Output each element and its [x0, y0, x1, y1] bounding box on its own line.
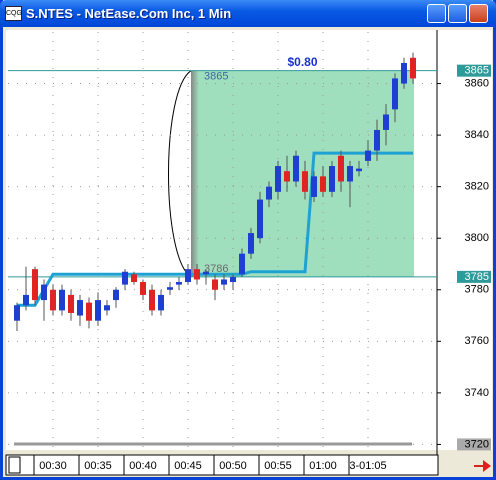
- candle-body: [50, 289, 56, 311]
- bracket: [168, 70, 192, 278]
- y-tick-label: 3800: [465, 232, 489, 244]
- candle-body: [401, 62, 407, 84]
- level-box: [457, 270, 491, 283]
- close-button[interactable]: [469, 4, 488, 23]
- candle-body: [311, 176, 317, 197]
- minimize-button[interactable]: [427, 4, 446, 23]
- candle-body: [23, 294, 29, 306]
- y-tick-label: 3740: [465, 387, 489, 399]
- maximize-button[interactable]: [448, 4, 467, 23]
- x-tick-label: 00:50: [219, 460, 247, 472]
- y-tick-label: 3760: [465, 335, 489, 347]
- zone-change: $0.80: [287, 55, 317, 69]
- candle-body: [86, 302, 92, 321]
- candle-body: [167, 287, 173, 290]
- candle-body: [212, 279, 218, 290]
- candle-body: [194, 269, 200, 280]
- y-tick-label: 3720: [465, 438, 489, 450]
- candle-body: [149, 289, 155, 311]
- x-tick-label: 3-01:05: [349, 460, 386, 472]
- y-tick-label: 3860: [465, 77, 489, 89]
- candle-body: [185, 269, 191, 283]
- candle-body: [104, 305, 110, 311]
- x-tick-label: 00:30: [39, 460, 67, 472]
- level-label: 3865: [465, 65, 489, 77]
- indicator-line: [17, 151, 413, 307]
- candle-body: [113, 289, 119, 301]
- x-tick-label: 00:40: [129, 460, 157, 472]
- candle-body: [338, 155, 344, 182]
- x-tick-label: 00:55: [264, 460, 292, 472]
- candle-body: [68, 294, 74, 313]
- candle-body: [266, 186, 272, 200]
- candle-body: [284, 171, 290, 182]
- candle-body: [95, 300, 101, 321]
- candle-body: [122, 271, 128, 285]
- level-box: [457, 64, 491, 77]
- candle-body: [320, 176, 326, 192]
- y-tick-label: 3780: [465, 284, 489, 296]
- candle-body: [365, 150, 371, 161]
- candle-body: [77, 300, 83, 316]
- candle-body: [374, 129, 380, 151]
- candle-body: [275, 166, 281, 192]
- candle-body: [158, 294, 164, 311]
- candle-body: [383, 114, 389, 130]
- candle-body: [32, 269, 38, 301]
- candle-body: [239, 253, 245, 275]
- candle-body: [410, 57, 416, 79]
- candle-body: [203, 271, 209, 275]
- candle-body: [329, 166, 335, 192]
- title-bar: CQG S.NTES - NetEase.Com Inc, 1 Min: [0, 0, 496, 27]
- time-axis-box: [8, 456, 21, 474]
- zone-shadow: [191, 70, 199, 277]
- y-tick-box: [457, 438, 491, 451]
- zone-low-label: 3786: [204, 263, 228, 275]
- level-label: 3785: [465, 271, 489, 283]
- candle-body: [176, 282, 182, 285]
- scroll-arrow[interactable]: [474, 460, 491, 472]
- candle-body: [248, 233, 254, 254]
- app-icon: CQG: [5, 6, 22, 21]
- candle-body: [257, 199, 263, 239]
- x-tick-label: 01:00: [309, 460, 337, 472]
- x-tick-label: 00:45: [174, 460, 202, 472]
- candle-body: [302, 171, 308, 192]
- candle-body: [293, 155, 299, 182]
- window-title: S.NTES - NetEase.Com Inc, 1 Min: [26, 6, 232, 21]
- candle-body: [59, 289, 65, 311]
- candle-body: [140, 282, 146, 295]
- candle-body: [230, 276, 236, 283]
- candle-body: [14, 305, 20, 321]
- candle-body: [347, 166, 353, 182]
- candle-body: [221, 279, 227, 285]
- x-tick-label: 00:35: [84, 460, 112, 472]
- y-tick-label: 3820: [465, 181, 489, 193]
- candle-body: [392, 78, 398, 110]
- candle-body: [356, 168, 362, 172]
- candle-body: [41, 284, 47, 301]
- y-tick-label: 3840: [465, 129, 489, 141]
- candle-body: [131, 274, 137, 283]
- zone-high-label: 3865: [204, 71, 228, 83]
- time-axis: [5, 454, 439, 476]
